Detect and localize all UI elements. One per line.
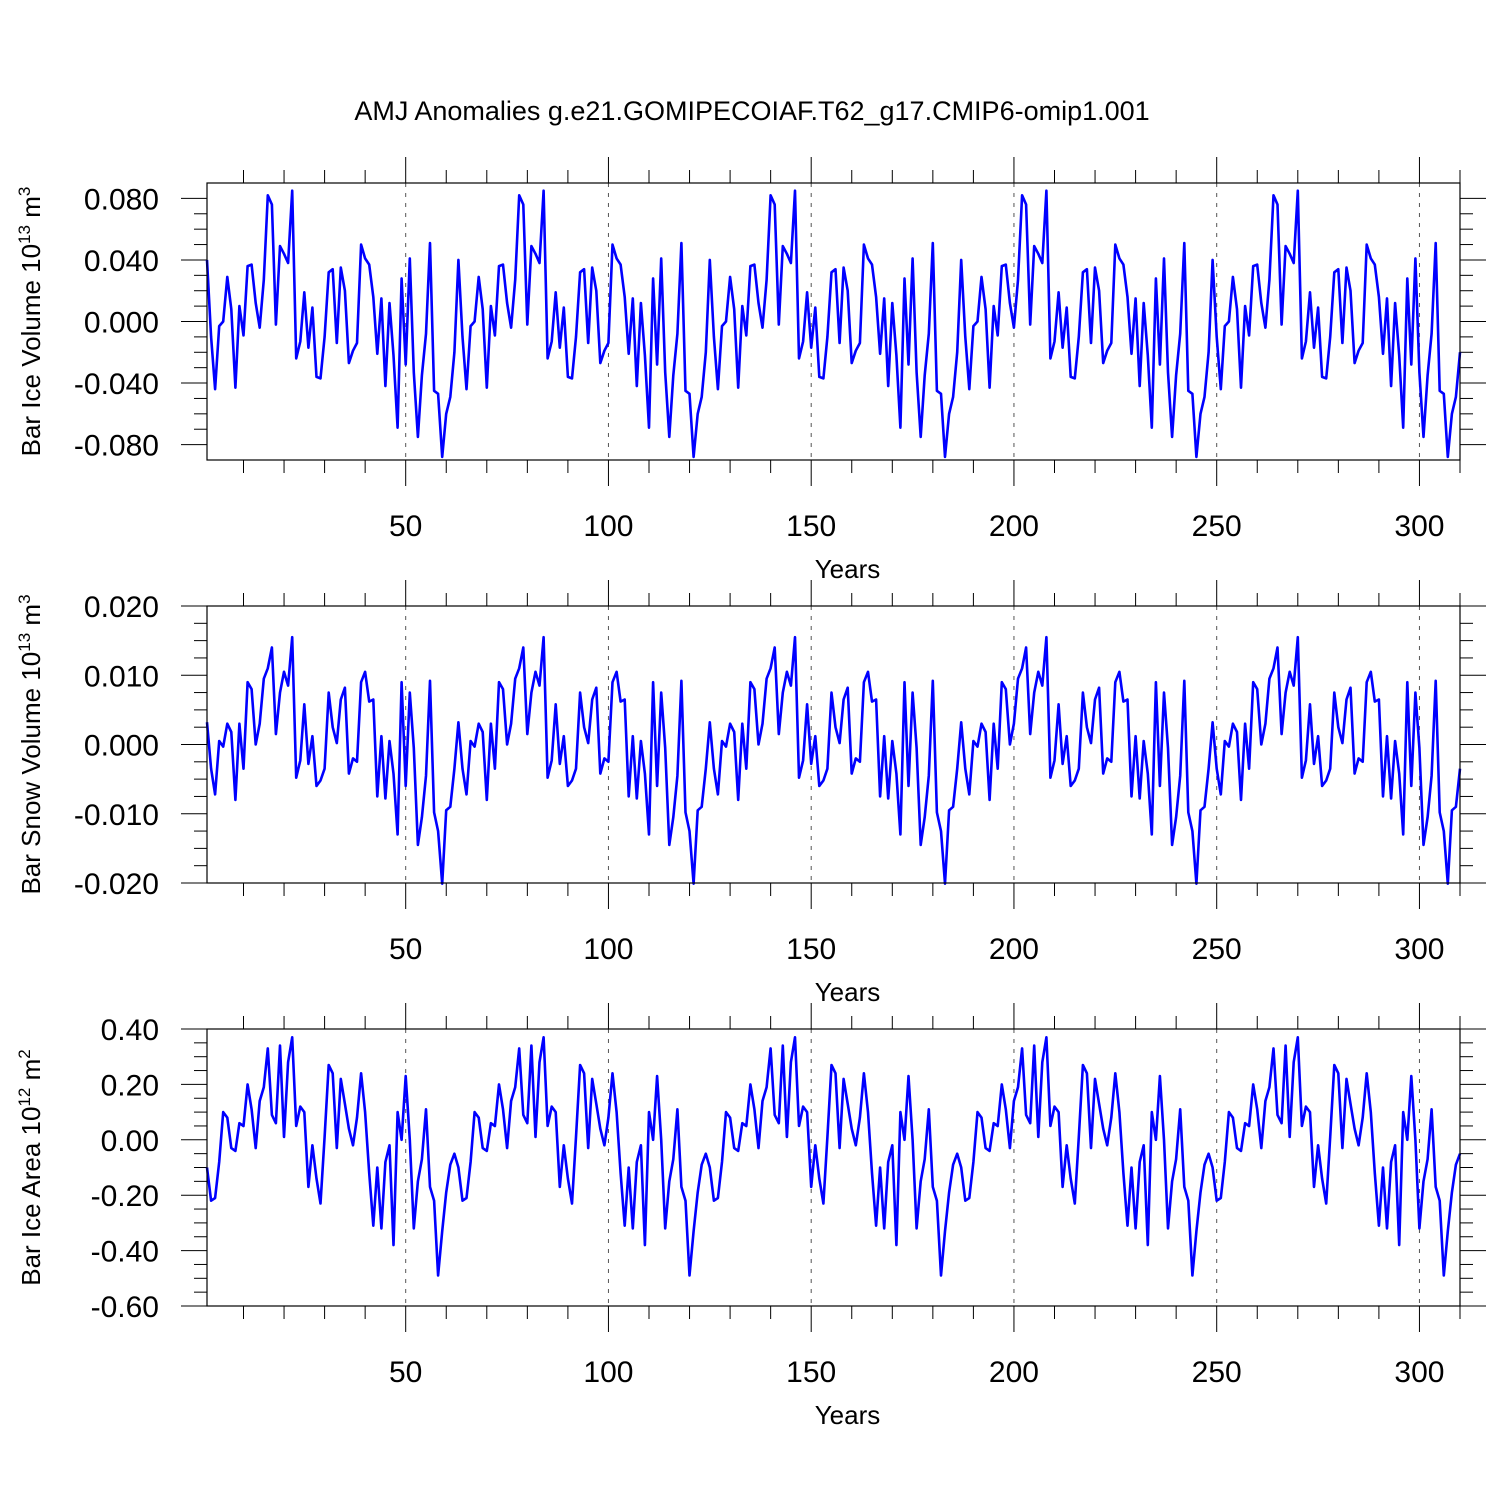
ice-area-plot-frame xyxy=(206,1028,1461,1307)
ice-area-ytick-label: -0.20 xyxy=(91,1180,159,1213)
ice-volume-ylabel-exponent: 13 xyxy=(15,225,34,244)
ice-area-xtick-label: 300 xyxy=(1394,1356,1444,1389)
ice-area-ylabel-part: m xyxy=(16,1059,46,1088)
ice-area-ytick-label: 0.20 xyxy=(101,1069,159,1102)
ice-area-xtick-label: 150 xyxy=(786,1356,836,1389)
ice-volume-ytick-label: 0.040 xyxy=(84,245,159,278)
ice-area-ylabel-part: Bar Ice Area 10 xyxy=(16,1107,46,1286)
ice-volume-xtick-label: 50 xyxy=(389,510,422,543)
ice-volume-panel: 0.080 0.040 0.000 -0.040 -0.080 50 100 150 200 25… xyxy=(15,157,1486,584)
snow-volume-series-line xyxy=(205,635,1462,886)
snow-volume-ylabel-part: Bar Snow Volume 10 xyxy=(16,652,46,895)
ice-volume-xtick-label: 100 xyxy=(583,510,633,543)
snow-volume-ytick-label: -0.020 xyxy=(74,868,159,901)
ice-volume-ylabel-exponent: 3 xyxy=(15,187,34,196)
snow-volume-ylabel-exponent: 13 xyxy=(15,633,34,652)
ice-area-ylabel-exponent: 12 xyxy=(15,1088,34,1107)
ice-volume-xtick-label: 150 xyxy=(786,510,836,543)
ice-area-ylabel: Bar Ice Area 1012 m2 xyxy=(15,1049,46,1286)
snow-volume-ylabel: Bar Snow Volume 1013 m3 xyxy=(15,594,46,894)
snow-volume-xtick-label: 50 xyxy=(389,933,422,966)
ice-volume-plot-frame xyxy=(206,182,1461,461)
ice-area-panel: 0.40 0.20 0.00 -0.20 -0.40 -0.60 50 100 150 200 25… xyxy=(15,1003,1486,1430)
ice-area-ytick-label: -0.60 xyxy=(91,1291,159,1324)
ice-volume-ylabel-part: m xyxy=(16,196,46,225)
snow-volume-ytick-label: 0.000 xyxy=(84,730,159,763)
snow-volume-xtick-label: 200 xyxy=(989,933,1039,966)
ice-volume-xtick-label: 250 xyxy=(1192,510,1242,543)
ice-volume-series-line xyxy=(205,189,1462,459)
snow-volume-ytick-label: 0.020 xyxy=(84,591,159,624)
snow-volume-xtick-label: 300 xyxy=(1394,933,1444,966)
ice-area-xtick-label: 100 xyxy=(583,1356,633,1389)
snow-volume-xlabel: Years xyxy=(815,977,881,1007)
snow-volume-ytick-label: -0.010 xyxy=(74,799,159,832)
ice-volume-xtick-label: 200 xyxy=(989,510,1039,543)
ice-volume-ytick-label: 0.080 xyxy=(84,183,159,216)
ice-area-xtick-label: 250 xyxy=(1192,1356,1242,1389)
snow-volume-ylabel-part: m xyxy=(16,604,46,633)
snow-volume-xtick-label: 100 xyxy=(583,933,633,966)
ice-area-ytick-label: 0.40 xyxy=(101,1014,159,1047)
ice-area-ytick-label: 0.00 xyxy=(101,1125,159,1158)
ice-volume-ytick-label: -0.040 xyxy=(74,368,159,401)
snow-volume-ylabel-exponent: 3 xyxy=(15,594,34,603)
ice-area-ytick-label: -0.40 xyxy=(91,1236,159,1269)
snow-volume-ytick-label: 0.010 xyxy=(84,660,159,693)
ice-area-ylabel-exponent: 2 xyxy=(15,1049,34,1058)
figure-title: AMJ Anomalies g.e21.GOMIPECOIAF.T62_g17.… xyxy=(354,96,1149,126)
snow-volume-panel: 0.020 0.010 0.000 -0.010 -0.020 50 100 150 200 25… xyxy=(15,580,1486,1007)
ice-area-xlabel: Years xyxy=(815,1400,881,1430)
ice-volume-ylabel-part: Bar Ice Volume 10 xyxy=(16,244,46,456)
ice-volume-xtick-label: 300 xyxy=(1394,510,1444,543)
ice-area-xtick-label: 50 xyxy=(389,1356,422,1389)
ice-area-series-line xyxy=(205,1036,1462,1277)
ice-volume-ytick-label: -0.080 xyxy=(74,430,159,463)
snow-volume-xtick-label: 150 xyxy=(786,933,836,966)
ice-volume-ytick-label: 0.000 xyxy=(84,307,159,340)
ice-area-xtick-label: 200 xyxy=(989,1356,1039,1389)
ice-volume-ylabel: Bar Ice Volume 1013 m3 xyxy=(15,187,46,457)
snow-volume-xtick-label: 250 xyxy=(1192,933,1242,966)
ice-volume-xlabel: Years xyxy=(815,554,881,584)
snow-volume-plot-frame xyxy=(206,605,1461,884)
